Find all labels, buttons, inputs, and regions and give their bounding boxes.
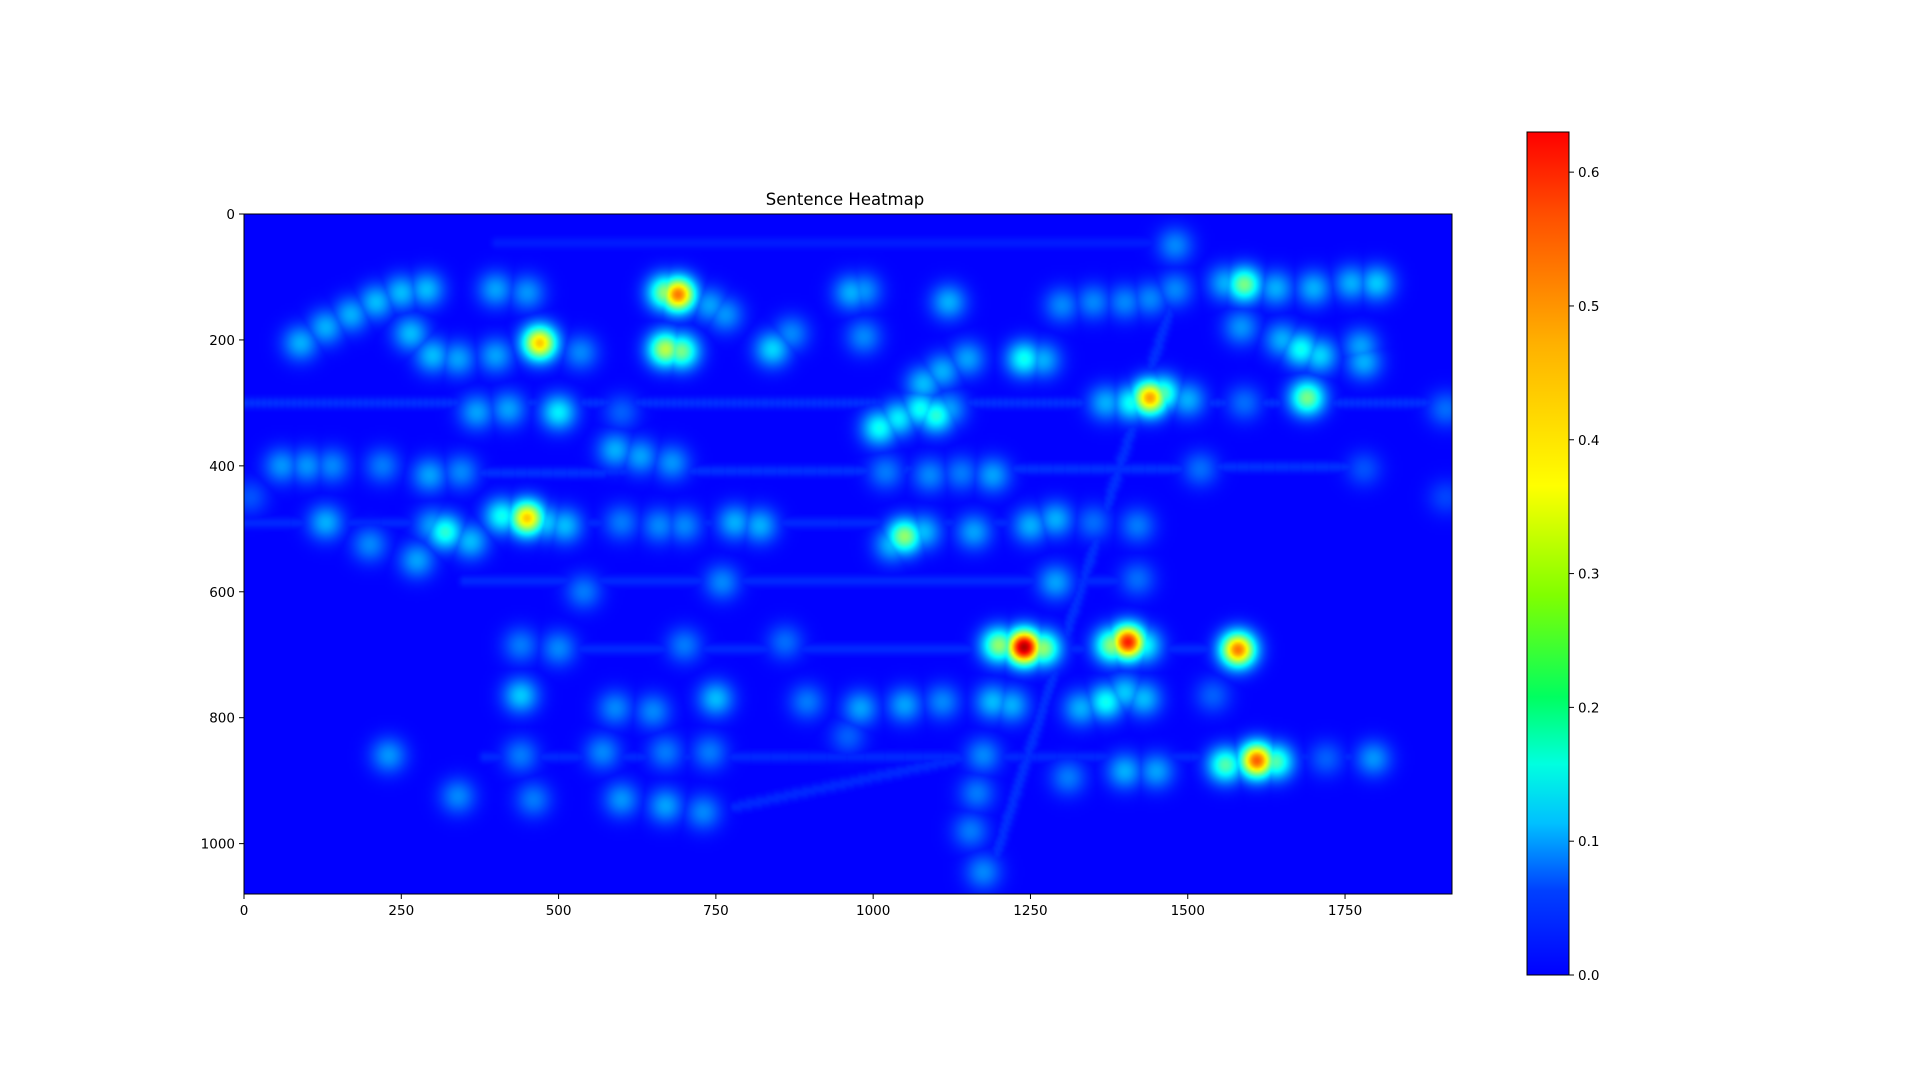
x-tick-label: 1500 <box>1171 903 1205 919</box>
chart-title: Sentence Heatmap <box>766 190 924 209</box>
x-tick-label: 1750 <box>1328 903 1362 919</box>
x-tick-label: 1000 <box>856 903 890 919</box>
colorbar-tick-label: 0.5 <box>1578 299 1599 315</box>
x-axis: 0 250 500 750 1000 1250 1500 1750 <box>240 894 1362 919</box>
colorbar-tick-label: 0.1 <box>1578 834 1599 850</box>
plot-frame <box>243 213 1453 895</box>
x-tick-label: 500 <box>546 903 572 919</box>
y-tick-label: 0 <box>226 207 235 223</box>
colorbar-tick-label: 0.0 <box>1578 968 1599 984</box>
colorbar-tick-label: 0.3 <box>1578 567 1599 583</box>
y-tick-label: 200 <box>209 333 235 349</box>
heatmap-image <box>244 214 1452 894</box>
colorbar-tick-label: 0.6 <box>1578 165 1599 181</box>
y-tick-label: 600 <box>209 585 235 601</box>
colorbar-tick-label: 0.4 <box>1578 433 1599 449</box>
x-tick-label: 0 <box>240 903 249 919</box>
y-tick-label: 1000 <box>201 837 235 853</box>
x-tick-label: 250 <box>388 903 414 919</box>
x-tick-label: 1250 <box>1013 903 1047 919</box>
x-tick-label: 750 <box>703 903 729 919</box>
y-tick-label: 800 <box>209 711 235 727</box>
colorbar-ticks: 0.0 0.1 0.2 0.3 0.4 0.5 0.6 <box>1569 165 1599 984</box>
colorbar-tick-label: 0.2 <box>1578 700 1599 716</box>
heatmap-plot-area <box>243 213 1453 895</box>
colorbar: 0.0 0.1 0.2 0.3 0.4 0.5 0.6 <box>1526 131 1599 984</box>
y-axis: 0 200 400 600 800 1000 <box>201 207 244 853</box>
y-tick-label: 400 <box>209 459 235 475</box>
colorbar-gradient <box>1526 131 1570 976</box>
